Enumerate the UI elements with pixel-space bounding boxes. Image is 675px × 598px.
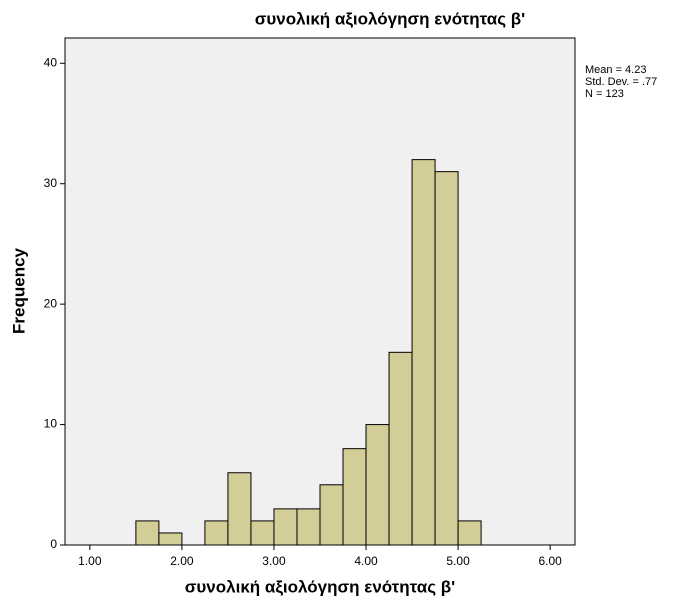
- bar: [296, 508, 321, 546]
- y-tick-label: 40: [44, 55, 58, 69]
- y-tick-label: 20: [44, 296, 58, 310]
- x-tick-label: 2.00: [170, 554, 194, 568]
- bar: [457, 520, 482, 546]
- bar: [135, 520, 160, 546]
- bar: [273, 508, 298, 546]
- chart-title: συνολική αξιολόγηση ενότητας β': [255, 9, 525, 28]
- bar: [411, 159, 436, 546]
- x-tick-label: 1.00: [78, 554, 102, 568]
- bar: [388, 351, 413, 546]
- bar: [158, 532, 183, 546]
- y-tick-label: 0: [50, 537, 57, 551]
- bar: [204, 520, 229, 546]
- y-axis-label: Frequency: [9, 247, 28, 334]
- x-tick-label: 5.00: [446, 554, 470, 568]
- annotation: Std. Dev. = .77: [585, 76, 657, 88]
- x-tick-label: 3.00: [262, 554, 286, 568]
- bar: [319, 484, 344, 546]
- x-tick-label: 4.00: [354, 554, 378, 568]
- y-tick-label: 30: [44, 176, 58, 190]
- plot-area: [64, 37, 576, 546]
- x-axis-label: συνολική αξιολόγηση ενότητας β': [185, 577, 455, 596]
- annotation: N = 123: [585, 88, 624, 100]
- bar: [342, 448, 367, 546]
- bar: [365, 424, 390, 546]
- bar: [250, 520, 275, 546]
- bar: [227, 472, 252, 546]
- y-tick-label: 10: [44, 417, 58, 431]
- x-tick-label: 6.00: [538, 554, 562, 568]
- annotation: Mean = 4.23: [585, 64, 646, 76]
- bar: [434, 171, 459, 546]
